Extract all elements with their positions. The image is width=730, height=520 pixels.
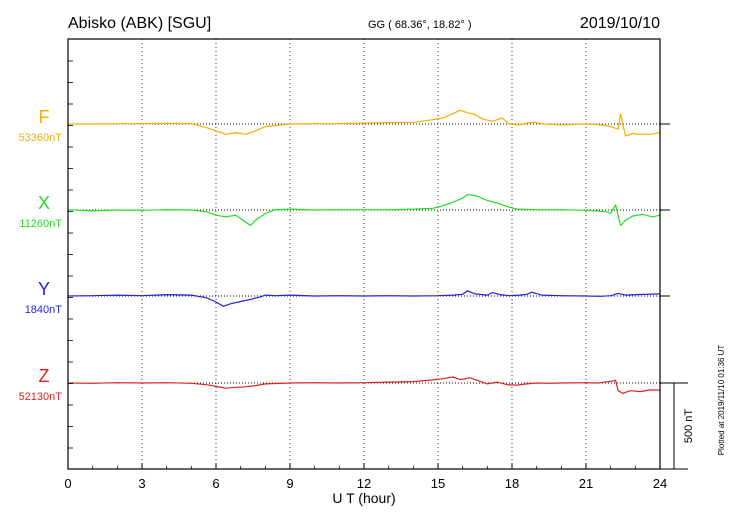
series-baseline-X: 11260nT <box>19 218 62 230</box>
date-label: 2019/10/10 <box>580 15 660 32</box>
series-baseline-F: 53360nT <box>19 132 63 144</box>
series-name-Z: Z <box>39 366 50 386</box>
x-tick-label-9: 9 <box>286 476 293 491</box>
coordinates-label: GG ( 68.36°, 18.82° ) <box>368 19 472 31</box>
series-baseline-Y: 1840nT <box>25 304 63 316</box>
x-axis-ticks: 0 3 6 9 12 15 18 21 24 <box>64 60 667 491</box>
series-line-Z <box>67 376 661 394</box>
x-tick-label-15: 15 <box>431 476 445 491</box>
x-axis-title: U T (hour) <box>332 490 395 506</box>
x-tick-label-0: 0 <box>64 476 71 491</box>
x-tick-label-3: 3 <box>138 476 145 491</box>
plotted-timestamp: Plotted at 2019/11/10 01:36 UT <box>717 345 726 456</box>
x-tick-label-18: 18 <box>505 476 519 491</box>
baselines <box>68 123 670 384</box>
series-line-Y <box>67 290 661 307</box>
vertical-gridlines <box>141 39 587 469</box>
series-name-F: F <box>39 107 50 127</box>
scale-bar-label: 500 nT <box>683 409 695 444</box>
scale-bar: 500 nT <box>660 382 695 470</box>
series-labels: F 53360nT X 11260nT Y 1840nT Z 52130nT <box>19 107 63 403</box>
x-tick-label-6: 6 <box>212 476 219 491</box>
series-line-F <box>68 109 661 137</box>
series-name-X: X <box>38 193 50 213</box>
x-tick-label-12: 12 <box>357 476 371 491</box>
series-line-X <box>67 193 661 227</box>
series-baseline-Z: 52130nT <box>19 391 63 403</box>
x-tick-label-21: 21 <box>579 476 593 491</box>
x-tick-label-24: 24 <box>653 476 667 491</box>
series-lines <box>67 109 661 394</box>
series-name-Y: Y <box>38 279 50 299</box>
station-title: Abisko (ABK) [SGU] <box>68 15 211 32</box>
